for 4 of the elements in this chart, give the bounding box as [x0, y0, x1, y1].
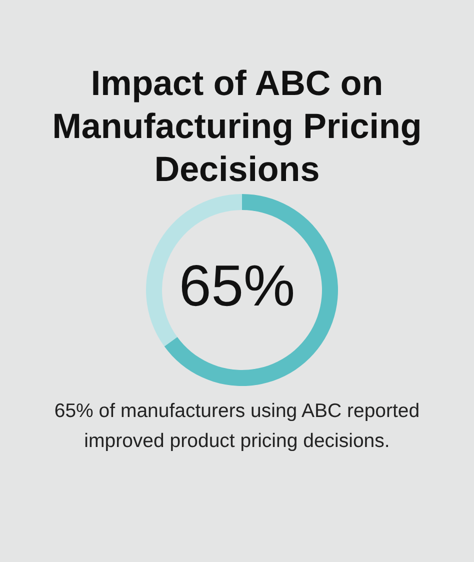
- text: 65% of manufacturers using ABC reported improved product pricing decisions.: [53, 399, 421, 454]
- text: 65%: [178, 254, 296, 319]
- donut-slice: [164, 194, 338, 386]
- chart-title: Impact of ABC on Manufacturing Pricing Decisions: [51, 63, 423, 191]
